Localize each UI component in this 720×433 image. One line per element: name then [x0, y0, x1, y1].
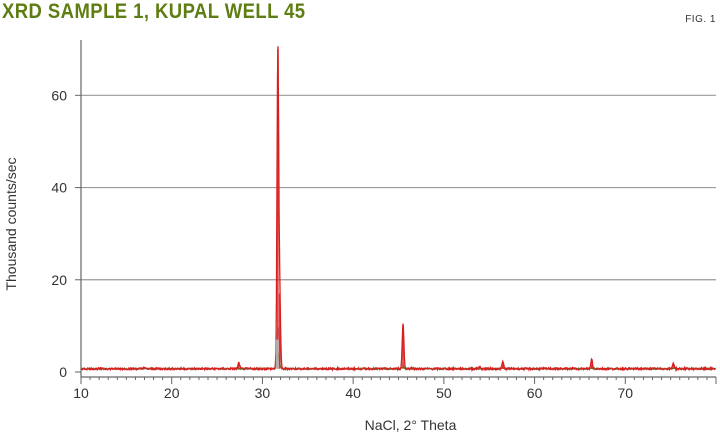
x-tick-label-40: 40	[345, 385, 361, 401]
chart-title: XRD SAMPLE 1, KUPAL WELL 45	[2, 0, 306, 23]
x-axis-label: NaCl, 2° Theta	[365, 417, 457, 433]
gridlines	[81, 94, 716, 281]
y-tick-label-40: 40	[51, 180, 67, 196]
y-tick-label-20: 20	[51, 272, 67, 288]
figure-label: FIG. 1	[685, 14, 716, 25]
y-tick-label-0: 0	[59, 364, 67, 380]
y-tick-label-60: 60	[51, 87, 67, 103]
x-tick-label-70: 70	[617, 385, 633, 401]
x-tick-label-30: 30	[255, 385, 271, 401]
x-tick-label-10: 10	[73, 385, 89, 401]
x-tick-label-60: 60	[527, 385, 543, 401]
series-halite-reference	[80, 326, 716, 371]
tick-labels: 10 20 30 40 50 60 70 0 20 40 60	[51, 87, 633, 401]
y-axis-label: Thousand counts/sec	[3, 157, 19, 290]
series-group	[80, 46, 716, 373]
x-tick-label-50: 50	[436, 385, 452, 401]
axes	[75, 40, 717, 384]
series-measured	[80, 46, 716, 373]
x-tick-label-20: 20	[164, 385, 180, 401]
